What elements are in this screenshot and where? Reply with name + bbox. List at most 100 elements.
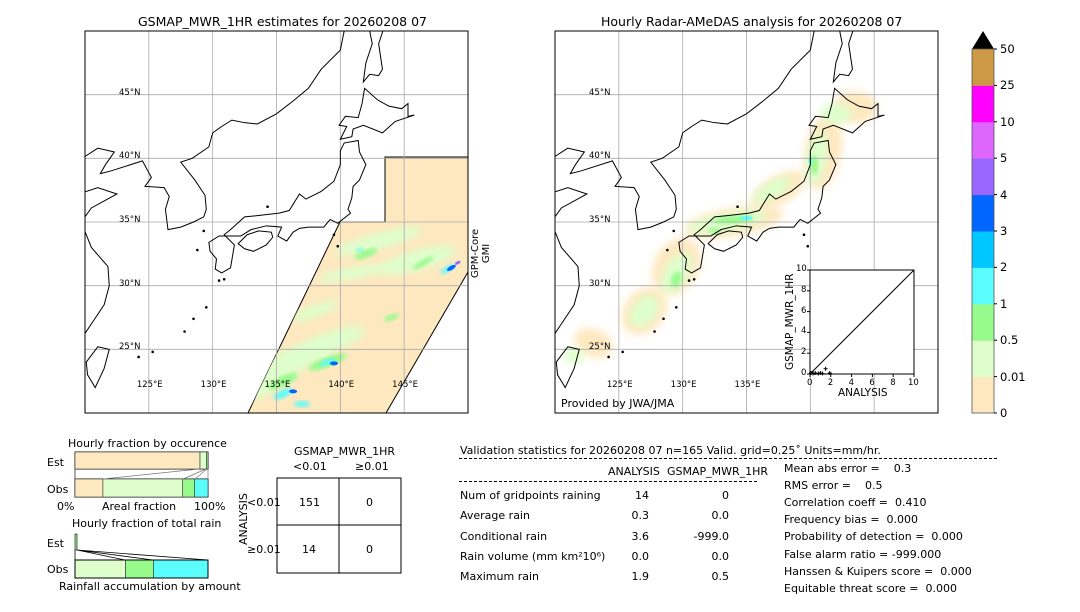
island [621, 350, 624, 354]
stats-row-gsmap: -999.0 [693, 529, 729, 543]
y-tick-label: 2 [801, 347, 807, 358]
left-map-title: GSMAP_MWR_1HR estimates for 20260208 07 [138, 14, 427, 29]
rain-area [273, 388, 293, 400]
contingency-col-ge: ≥0.01 [355, 460, 389, 473]
colorbar-tick-label: 4 [1000, 187, 1008, 202]
x-tick-label: 2 [827, 378, 834, 388]
stats-row-analysis: 3.6 [631, 529, 650, 543]
island [674, 306, 678, 309]
colorbar-segment [972, 158, 994, 196]
stats-row-analysis: 0.0 [631, 549, 650, 563]
colorbar-tick-label: 3 [1000, 224, 1008, 238]
rain-area [318, 264, 388, 282]
occurrence-obs-segment [194, 478, 209, 498]
coastline-mainland [85, 31, 345, 335]
score-line: Mean abs error = 0.3 [784, 462, 912, 475]
right-map-frame [554, 30, 939, 414]
stats-divider [459, 458, 997, 459]
lat-label: 25°N [119, 342, 141, 353]
colorbar-tick-label: 50 [1000, 42, 1015, 56]
lon-label: 135°E [264, 380, 291, 390]
coastline-shikoku [237, 230, 274, 252]
score-line: False alarm ratio = -999.000 [784, 547, 942, 561]
rain-area [708, 227, 721, 234]
colorbar-segment [972, 194, 994, 232]
island [666, 248, 669, 252]
island [217, 279, 221, 282]
stats-row-label: Average rain [460, 509, 530, 523]
rain-area [810, 154, 819, 175]
occurrence-0pct: 0% [57, 500, 75, 513]
rain-est-label: Est [47, 537, 64, 550]
score-line: Probability of detection = 0.000 [784, 530, 963, 544]
stats-row-gsmap: 0 [722, 489, 729, 502]
score-line: RMS error = 0.5 [784, 479, 883, 493]
stats-row-gsmap: 0.5 [711, 570, 730, 584]
x-tick-label: 0 [807, 378, 813, 388]
rain-area [752, 177, 792, 204]
rain-area [248, 342, 332, 382]
scatter-inset [807, 269, 915, 377]
y-tick-label: 10 [796, 264, 807, 274]
cell-hit: 0 [366, 543, 373, 556]
lon-label: 130°E [200, 380, 227, 390]
rain-area [573, 328, 613, 358]
coastline-honshu [223, 139, 367, 242]
x-tick-label: 4 [848, 378, 855, 388]
island [196, 248, 199, 252]
y-tick-label: 8 [801, 284, 807, 295]
island [653, 330, 656, 333]
rain-area [378, 246, 456, 275]
lat-label: 35°N [119, 215, 141, 225]
island [672, 229, 676, 233]
x-tick-label: 6 [869, 378, 875, 388]
island [687, 279, 691, 282]
cell-hit-none: 151 [299, 496, 320, 509]
occurrence-xlabel: Areal fraction [102, 500, 177, 513]
colorbar-tick-label: 0.5 [1000, 333, 1019, 348]
rain-est-segment [74, 533, 78, 551]
rain-area [354, 248, 378, 260]
rain-area [383, 313, 399, 322]
score-line: Frequency bias = 0.000 [784, 513, 919, 527]
rain-area [412, 256, 434, 270]
island [662, 317, 665, 321]
colorbar-segment [972, 49, 994, 86]
rain-area [355, 248, 364, 253]
y-tick-label: 6 [801, 305, 807, 316]
rain-area [291, 300, 339, 322]
lat-label: 45°N [589, 87, 611, 98]
scatter-point [811, 371, 816, 376]
island [607, 355, 610, 359]
rain-area [819, 103, 852, 124]
lon-label: 125°E [606, 380, 633, 390]
island [151, 350, 154, 354]
lat-label: 40°N [119, 151, 141, 162]
coastline-kyushu [208, 235, 235, 274]
stats-row-analysis: 14 [635, 489, 649, 502]
lat-label: 40°N [589, 151, 611, 162]
colorbar-tick-label: 0 [1000, 406, 1008, 420]
rain-obs-segment [125, 559, 154, 579]
colorbar-segment [972, 85, 994, 123]
rain-area [335, 227, 423, 256]
colorbar-segment [972, 267, 994, 305]
island [183, 330, 186, 333]
scatter-point [827, 370, 832, 375]
credit-label: Provided by JWA/JMA [561, 397, 675, 410]
colorbar [971, 31, 997, 414]
stats-row-gsmap: 0.0 [711, 509, 730, 523]
occurrence-est-label: Est [47, 456, 64, 469]
rain-area [319, 358, 336, 366]
stats-table-divider [459, 481, 757, 482]
rain-area [268, 373, 298, 390]
coastline-taiwan [555, 346, 580, 389]
colorbar-tick-label: 5 [1000, 151, 1008, 166]
rain-obs-segment [153, 559, 209, 579]
left-map [85, 31, 468, 413]
colorbar-segment [972, 121, 994, 159]
lon-label: 125°E [136, 380, 163, 390]
left-map-frame [84, 30, 469, 414]
occurrence-obs-segment [182, 478, 195, 498]
y-tick-label: 0 [801, 368, 807, 378]
